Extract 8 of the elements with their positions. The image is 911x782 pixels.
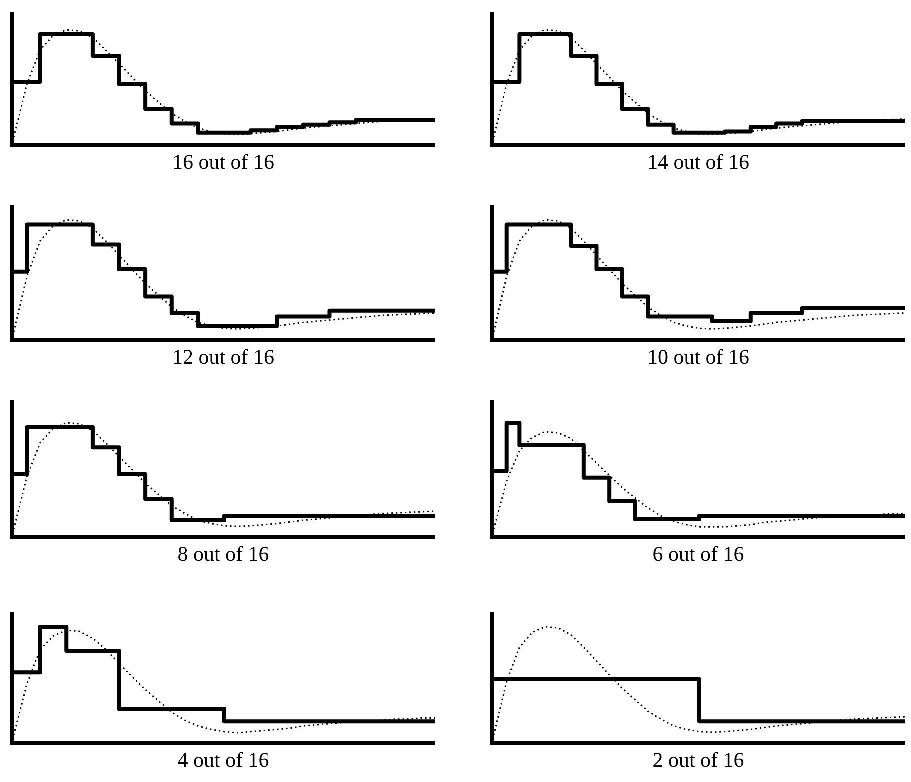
x-axis-title: 6 out of 16 xyxy=(652,542,744,566)
x-axis-title: 10 out of 16 xyxy=(647,345,750,369)
x-axis-title: 12 out of 16 xyxy=(172,345,275,369)
x-axis-title: 14 out of 16 xyxy=(647,150,750,174)
x-axis-title: 4 out of 16 xyxy=(178,748,270,772)
x-axis-title: 16 out of 16 xyxy=(172,150,275,174)
x-axis-title: 2 out of 16 xyxy=(652,748,744,772)
x-axis-title: 8 out of 16 xyxy=(178,542,270,566)
